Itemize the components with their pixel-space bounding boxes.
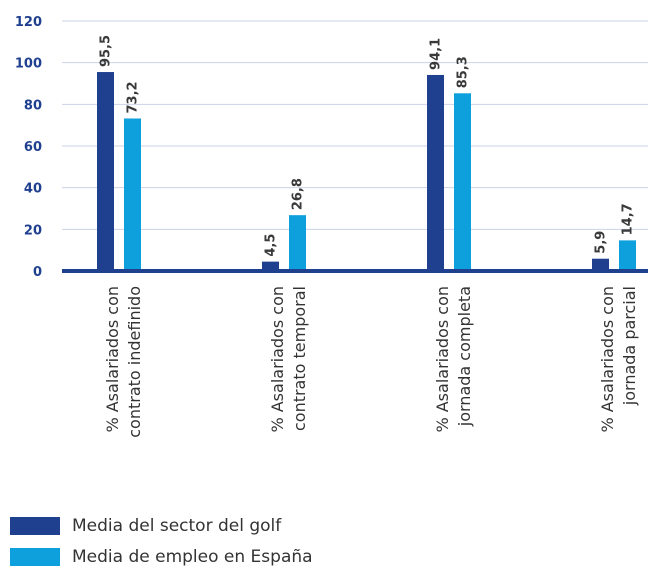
x-tick-label: % Asalariados con <box>598 286 617 433</box>
x-tick-label: % Asalariados con <box>268 286 287 433</box>
data-labels: 95,5 73,2 4,5 26,8 94,1 85,3 5,9 14,7 <box>99 35 636 257</box>
x-tick-label: jornada completa <box>455 286 474 427</box>
y-tick-label: 0 <box>33 265 42 280</box>
data-label: 5,9 <box>594 231 609 254</box>
bar-chart: 0 20 40 60 80 100 120 95,5 73,2 4,5 26,8 94,1 85,3 5… <box>15 15 648 438</box>
x-tick-label: % Asalariados con <box>433 286 452 433</box>
x-tick-label: contrato indefinido <box>125 286 144 438</box>
data-label: 26,8 <box>291 178 306 210</box>
y-tick-label: 100 <box>15 57 42 72</box>
x-tick-label: % Asalariados con <box>103 286 122 433</box>
x-tick-label: contrato temporal <box>290 286 309 431</box>
legend-label-espana: Media de empleo en España <box>72 547 313 567</box>
legend-item-espana: Media de empleo en España <box>10 546 313 568</box>
y-tick-label: 120 <box>15 15 42 30</box>
y-tick-label: 80 <box>24 98 42 113</box>
bar <box>124 118 141 270</box>
x-tick-label: jornada parcial <box>620 286 639 406</box>
bar <box>427 74 444 270</box>
bar <box>97 72 114 271</box>
bar <box>262 261 279 270</box>
data-label: 14,7 <box>621 203 636 235</box>
legend: Media del sector del golf Media de emple… <box>10 515 313 577</box>
bar <box>454 93 471 271</box>
legend-swatch-golf <box>10 517 60 535</box>
y-axis-ticks: 0 20 40 60 80 100 120 <box>15 15 42 280</box>
bar <box>289 215 306 270</box>
bar <box>592 258 609 270</box>
data-label: 4,5 <box>264 234 279 257</box>
legend-swatch-espana <box>10 548 60 566</box>
data-label: 94,1 <box>429 38 444 70</box>
data-label: 85,3 <box>456 56 471 88</box>
y-tick-label: 20 <box>24 223 42 238</box>
x-axis-line <box>62 269 648 273</box>
gridlines <box>62 20 648 230</box>
y-tick-label: 60 <box>24 140 42 155</box>
legend-label-golf: Media del sector del golf <box>72 516 282 536</box>
x-axis-labels: % Asalariados con contrato indefinido% As… <box>103 286 639 438</box>
legend-item-golf: Media del sector del golf <box>10 515 313 537</box>
data-label: 73,2 <box>126 81 141 113</box>
bars <box>97 72 636 271</box>
y-tick-label: 40 <box>24 182 42 197</box>
data-label: 95,5 <box>99 35 114 67</box>
bar <box>619 240 636 270</box>
